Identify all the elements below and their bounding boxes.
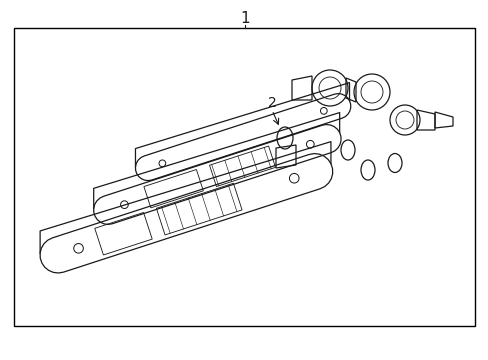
Text: 2: 2 <box>267 96 276 110</box>
Text: 1: 1 <box>240 10 249 26</box>
Bar <box>14 28 474 326</box>
